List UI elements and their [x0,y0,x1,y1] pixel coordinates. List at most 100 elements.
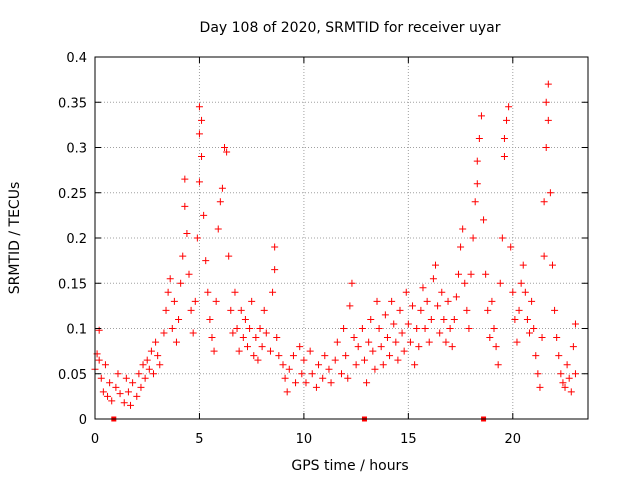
data-point [419,284,427,292]
data-point [546,189,554,197]
data-point [135,370,143,378]
data-points [91,80,579,409]
data-point [210,347,218,355]
data-point [262,329,270,337]
data-point [413,325,421,332]
data-point [367,315,375,323]
data-point [141,374,149,382]
data-point [193,234,201,242]
data-point [198,116,206,124]
data-point [360,356,368,364]
data-point [254,356,262,364]
data-point [400,347,408,355]
data-point [97,374,105,382]
data-point [269,288,277,296]
data-point [183,229,191,237]
data-point [212,297,220,305]
data-point [390,320,398,328]
data-point [465,325,473,332]
data-point [195,103,203,111]
data-point [95,356,103,364]
data-point [208,334,216,342]
data-point [281,374,289,382]
data-point [258,343,266,351]
data-point [392,338,400,346]
data-point [492,343,500,351]
data-point [273,334,281,342]
data-point [198,153,206,161]
x-tick-label: 20 [505,432,522,447]
chart-title: Day 108 of 2020, SRMTID for receiver uya… [200,20,501,36]
y-tick-label: 0.1 [66,323,87,338]
data-point [521,288,529,296]
data-point [331,356,339,364]
data-point [417,306,425,314]
data-point [160,329,168,337]
grid-lines [95,57,588,419]
data-point [450,315,458,323]
data-point [540,198,548,206]
data-point [179,252,187,260]
y-tick-label: 0.05 [58,368,87,383]
data-point [482,270,490,278]
data-point [133,392,141,400]
data-point [358,325,366,332]
data-point [540,252,548,260]
data-point [442,338,450,346]
data-point [292,379,300,387]
data-point [386,352,394,360]
y-axis-ticks: 0 0.05 0.1 0.15 0.2 0.25 0.3 0.35 0.4 [58,51,588,428]
data-point [112,383,120,391]
data-point [227,306,235,314]
data-point [237,306,245,314]
data-point [166,275,174,283]
data-point [509,288,517,296]
data-point [473,157,481,165]
data-point [383,334,391,342]
data-point [256,325,264,332]
y-tick-label: 0.2 [66,232,87,247]
x-tick-label: 0 [91,432,99,447]
data-point [154,352,162,360]
data-point [490,325,498,332]
data-point [206,315,214,323]
data-point [106,379,114,387]
data-point [542,144,550,151]
data-point [423,297,431,305]
data-point [544,116,552,124]
data-point [152,338,160,346]
data-point [536,383,544,391]
data-point [434,302,442,310]
data-point [218,184,226,192]
data-point [139,361,147,369]
data-point [181,175,189,183]
data-point [459,225,467,233]
data-point [530,325,538,332]
data-point [181,202,189,210]
data-point [440,315,448,323]
data-point [348,279,356,287]
data-point [557,370,565,378]
data-point [398,329,406,337]
data-point [486,334,494,342]
data-point [241,315,249,323]
data-point [346,302,354,310]
data-point [145,365,153,373]
data-point [467,270,475,278]
data-point [429,275,437,283]
data-point [271,266,279,274]
data-point [402,288,410,296]
data-point [534,370,542,378]
data-point [457,243,465,251]
data-point [542,98,550,106]
data-point [411,361,419,369]
data-point [162,306,170,314]
data-point [325,365,333,373]
data-point [432,261,440,269]
data-point [302,379,310,387]
data-point [544,80,552,88]
y-tick-label: 0.35 [58,96,87,111]
data-point [248,297,256,305]
data-point [216,198,224,206]
data-point [477,112,485,120]
